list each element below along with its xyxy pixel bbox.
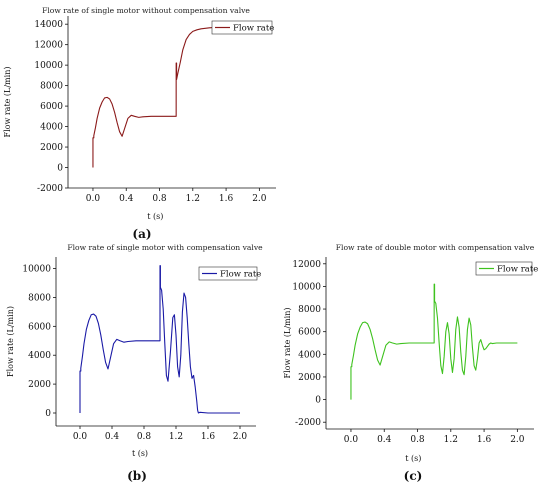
chart-panel-3: Flow rate of double motor with compensat…	[283, 243, 538, 483]
chart-panel-2: Flow rate of single motor with compensat…	[6, 243, 263, 483]
series-line-1	[79, 265, 240, 414]
x-tick-label: 1.2	[444, 435, 458, 445]
chart-panel-1: Flow rate of single motor without compen…	[3, 6, 276, 241]
y-axis-label: Flow rate (L/min)	[3, 67, 12, 138]
x-axis-label: t (s)	[147, 212, 163, 221]
legend-label: Flow rate	[220, 270, 261, 280]
x-tick-label: 0.0	[86, 194, 101, 204]
y-tick-label: 4000	[28, 351, 51, 361]
legend-label: Flow rate	[497, 265, 538, 275]
x-tick-label: 0.8	[152, 194, 167, 204]
y-tick-label: 10000	[22, 265, 51, 275]
chart-title: Flow rate of double motor with compensat…	[336, 243, 535, 252]
y-tick-label: 12000	[34, 41, 63, 51]
y-tick-label: 10000	[292, 282, 321, 292]
y-tick-label: 0	[315, 396, 321, 406]
x-tick-label: 2.0	[510, 435, 525, 445]
y-tick-label: 10000	[34, 61, 63, 71]
legend-label: Flow rate	[233, 24, 274, 34]
y-tick-label: -2000	[295, 418, 321, 428]
panel-label: (c)	[404, 469, 423, 483]
y-tick-label: 8000	[28, 293, 51, 303]
x-tick-label: 0.4	[105, 432, 120, 442]
x-tick-label: 1.2	[186, 194, 200, 204]
y-tick-label: 0	[57, 164, 63, 174]
x-tick-label: 1.2	[169, 432, 183, 442]
y-tick-label: 2000	[40, 143, 63, 153]
x-tick-label: 1.6	[219, 194, 234, 204]
y-tick-label: 8000	[40, 82, 63, 92]
y-tick-label: 0	[45, 409, 51, 419]
legend-box	[475, 261, 533, 276]
y-tick-label: 8000	[298, 305, 321, 315]
y-tick-label: 12000	[292, 260, 321, 270]
y-tick-label: 2000	[28, 380, 51, 390]
y-tick-label: 2000	[298, 373, 321, 383]
x-tick-label: 0.4	[377, 435, 392, 445]
legend-box	[211, 20, 273, 35]
panel-label: (b)	[127, 469, 147, 483]
x-tick-label: 1.6	[201, 432, 216, 442]
series-line-1	[350, 283, 518, 400]
y-tick-label: 6000	[40, 102, 63, 112]
x-axis-label: t (s)	[132, 449, 148, 458]
chart-title: Flow rate of single motor with compensat…	[67, 243, 263, 252]
x-axis-label: t (s)	[405, 454, 421, 463]
panel-label: (a)	[132, 227, 151, 241]
y-tick-label: -2000	[37, 184, 63, 194]
y-axis-label: Flow rate (L/min)	[283, 308, 292, 379]
series-line-1	[92, 26, 260, 168]
legend-box	[198, 266, 258, 281]
x-tick-label: 0.8	[410, 435, 425, 445]
x-tick-label: 2.0	[252, 194, 267, 204]
x-tick-label: 1.6	[477, 435, 492, 445]
chart-title: Flow rate of single motor without compen…	[42, 6, 250, 15]
x-tick-label: 0.4	[119, 194, 134, 204]
y-axis-label: Flow rate (L/min)	[6, 306, 15, 377]
x-tick-label: 0.0	[73, 432, 88, 442]
x-tick-label: 0.0	[344, 435, 359, 445]
y-tick-label: 6000	[298, 328, 321, 338]
y-tick-label: 6000	[28, 322, 51, 332]
y-tick-label: 4000	[40, 123, 63, 133]
x-tick-label: 0.8	[137, 432, 152, 442]
x-tick-label: 2.0	[233, 432, 248, 442]
y-tick-label: 4000	[298, 350, 321, 360]
y-tick-label: 14000	[34, 20, 63, 30]
